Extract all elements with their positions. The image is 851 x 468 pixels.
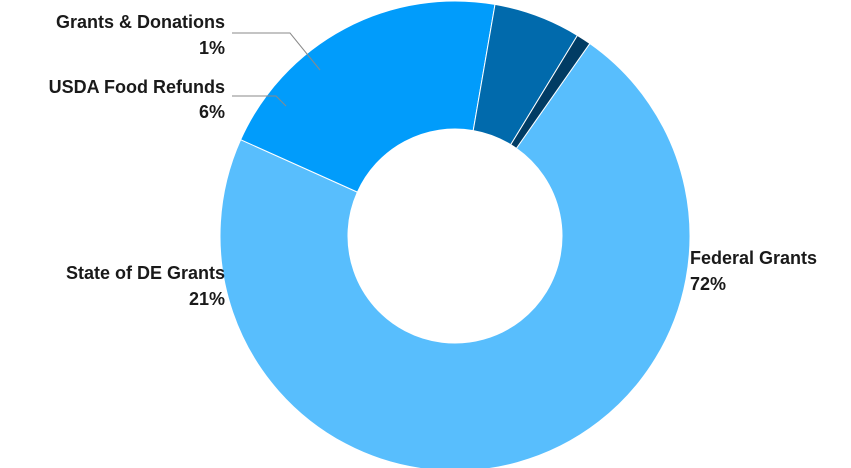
slice-label-grants-donations: Grants & Donations <box>56 12 225 32</box>
slice-label-usda-food-refunds: USDA Food Refunds <box>49 77 225 97</box>
leader-lines <box>232 32 321 107</box>
slice-label-state-of-de-grants: State of DE Grants <box>66 263 225 283</box>
slice-label-federal-grants: Federal Grants <box>690 248 817 268</box>
slice-federal-grants <box>219 42 691 468</box>
slice-value-grants-donations: 1% <box>199 38 225 58</box>
leader-line-grants-donations <box>232 32 321 71</box>
donut-slices <box>219 0 691 468</box>
slice-value-state-of-de-grants: 21% <box>189 289 225 309</box>
slice-value-federal-grants: 72% <box>690 274 726 294</box>
slice-state-of-de-grants <box>239 0 496 193</box>
slice-grants-donations <box>510 34 591 150</box>
slice-value-usda-food-refunds: 6% <box>199 102 225 122</box>
leader-line-usda-food-refunds <box>232 95 287 107</box>
